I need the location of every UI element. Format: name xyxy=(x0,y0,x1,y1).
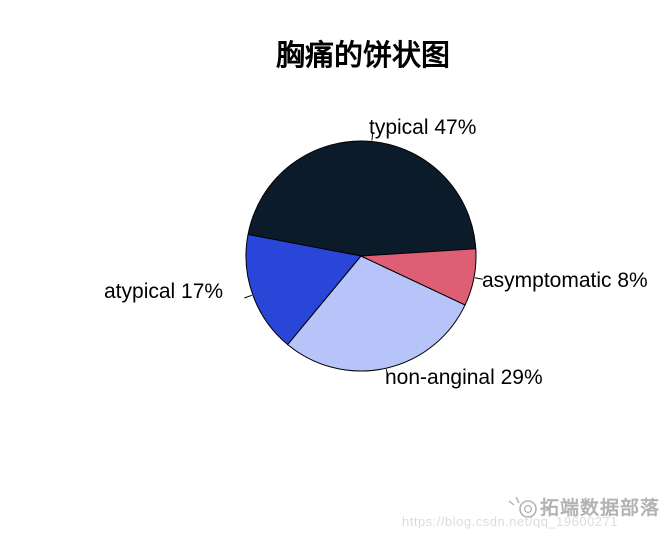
slice-label-non-anginal: non-anginal 29% xyxy=(385,366,543,389)
pie-slice-asymptomatic xyxy=(360,248,477,306)
slice-label-asymptomatic: asymptomatic 8% xyxy=(482,269,648,292)
watermark-logo-icon xyxy=(508,496,537,518)
leader-tick-asymptomatic xyxy=(474,277,483,280)
slice-label-typical: typical 47% xyxy=(369,116,477,139)
chart-title: 胸痛的饼状图 xyxy=(275,40,451,72)
watermark-url: https://blog.csdn.net/qq_19600271 xyxy=(402,514,618,529)
leader-tick-non-anginal xyxy=(385,369,389,378)
watermark-brand: 拓端数据部落 xyxy=(506,493,660,520)
pie-slice-non-anginal xyxy=(286,255,466,372)
pie-slice-atypical xyxy=(245,233,362,346)
slice-label-atypical: atypical 17% xyxy=(104,280,224,303)
pie-slice-typical xyxy=(247,140,477,257)
watermark-brand-text: 拓端数据部落 xyxy=(540,498,661,519)
leader-tick-typical xyxy=(371,132,374,141)
leader-tick-atypical xyxy=(244,294,253,299)
